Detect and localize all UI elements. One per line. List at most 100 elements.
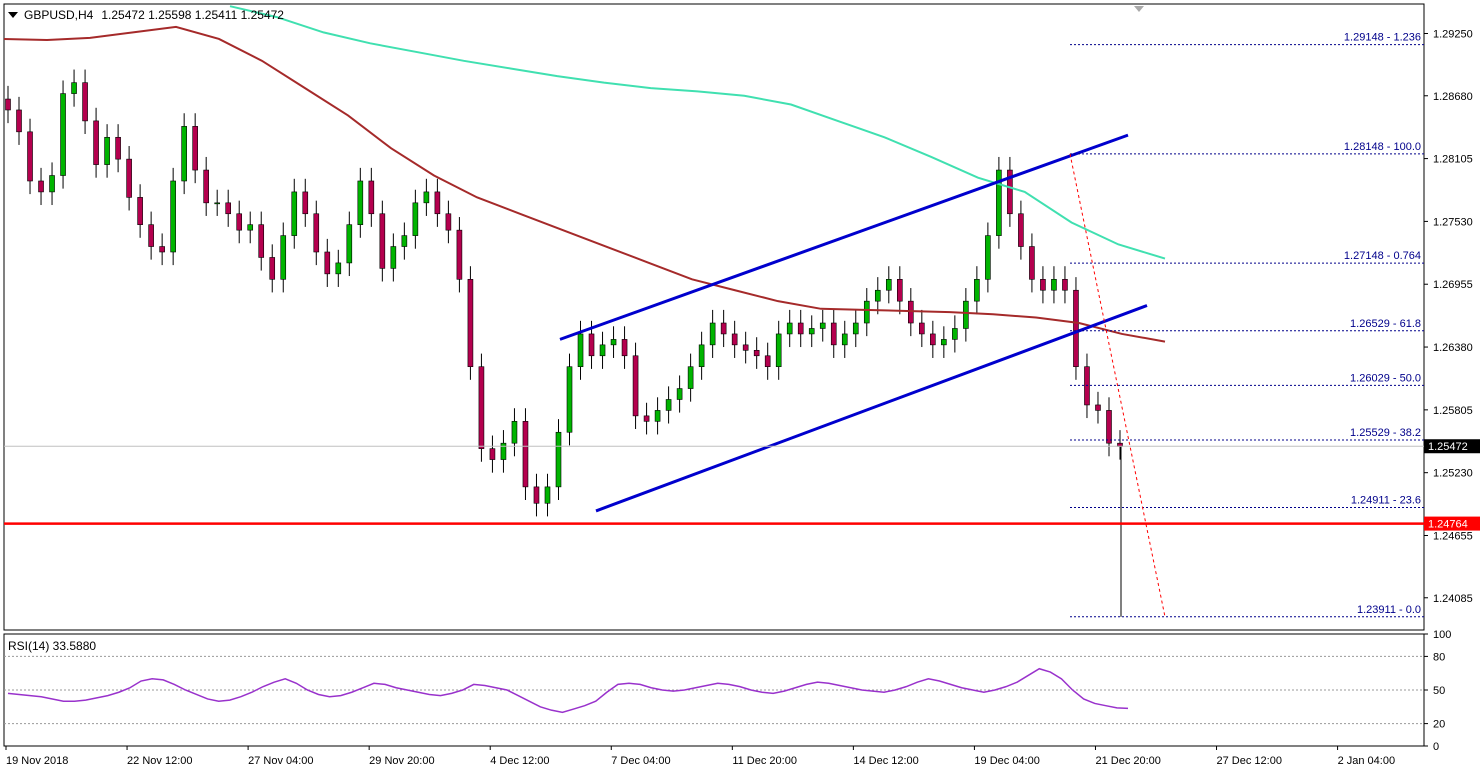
candle-body	[401, 235, 408, 247]
candle-body	[863, 300, 870, 324]
candle-body	[797, 322, 804, 335]
candle-body	[819, 322, 826, 329]
candle-body	[599, 344, 606, 357]
y-tick-label: 1.25230	[1433, 468, 1473, 480]
candle-body	[687, 366, 694, 389]
candle-body	[115, 136, 121, 160]
x-tick-label: 11 Dec 20:00	[732, 755, 797, 767]
candle-body	[533, 486, 540, 504]
candle-body	[5, 98, 11, 111]
candle-body	[1040, 279, 1046, 291]
candle-body	[291, 191, 298, 236]
candle-body	[368, 180, 375, 215]
fib-level-label: 1.23911 - 0.0	[1357, 604, 1421, 616]
candle-body	[434, 191, 441, 215]
y-tick-label: 1.24085	[1433, 593, 1473, 605]
candle-body	[214, 202, 220, 205]
candle-body	[555, 431, 562, 488]
candle-body	[1018, 213, 1024, 247]
candle-body	[775, 333, 782, 368]
candle-body	[522, 421, 529, 488]
candle-body	[930, 333, 936, 346]
candle-body	[588, 333, 595, 357]
candle-body	[632, 355, 639, 417]
x-tick-label: 29 Nov 20:00	[369, 755, 434, 767]
x-tick-label: 19 Dec 04:00	[974, 755, 1039, 767]
y-tick-label: 1.26955	[1433, 279, 1473, 291]
candle-body	[1051, 279, 1057, 291]
last-price-tag	[1424, 439, 1480, 454]
ohlc-values: 1.25472 1.25598 1.25411 1.25472	[101, 8, 284, 22]
candle-body	[159, 246, 165, 253]
candle-body	[1095, 404, 1101, 411]
candle-body	[456, 229, 463, 280]
candle-body	[71, 82, 77, 94]
candle-body	[379, 213, 386, 269]
candle-body	[577, 333, 584, 368]
fib-level-label: 1.28148 - 100.0	[1344, 141, 1421, 153]
candle-body	[676, 388, 683, 400]
candle-body	[841, 333, 848, 346]
x-tick-label: 4 Dec 12:00	[490, 755, 549, 767]
candle-body	[258, 224, 265, 258]
candle-body	[731, 333, 738, 346]
rsi-y-tick-label: 80	[1433, 651, 1445, 663]
rsi-y-tick-label: 20	[1433, 719, 1445, 731]
fib-trend-line	[1069, 153, 1166, 617]
candle-body	[236, 213, 243, 231]
rsi-y-tick-label: 100	[1433, 629, 1451, 641]
candle-body	[874, 289, 881, 302]
ma-fast-line	[3, 25, 1166, 343]
y-tick-label: 1.28105	[1433, 154, 1473, 166]
candle-body	[919, 322, 925, 335]
symbol-header[interactable]: GBPUSD,H4 1.25472 1.25598 1.25411 1.2547…	[8, 8, 284, 22]
candle-body	[1106, 410, 1112, 444]
candle-body	[764, 355, 771, 368]
candle-body	[654, 410, 661, 422]
candle-body	[104, 136, 110, 165]
candle-body	[181, 126, 187, 182]
candle-body	[808, 328, 815, 335]
candle-body	[1029, 246, 1035, 280]
candle-body	[38, 180, 44, 193]
candle-body	[467, 279, 474, 368]
candle-body	[511, 421, 518, 444]
x-tick-label: 14 Dec 12:00	[853, 755, 918, 767]
candle-body	[93, 120, 99, 165]
support-price-label: 1.24764	[1428, 519, 1468, 531]
candle-body	[1073, 289, 1079, 368]
candle-body	[16, 109, 22, 133]
candle-body	[1007, 169, 1013, 215]
rsi-y-tick-label: 0	[1433, 741, 1439, 753]
candle-body	[852, 322, 859, 335]
candle-body	[137, 197, 143, 225]
candle-body	[192, 126, 198, 171]
ma-slow-line	[229, 5, 1166, 260]
candle-body	[996, 169, 1002, 236]
fib-level-label: 1.26529 - 61.8	[1350, 318, 1421, 330]
rsi-header: RSI(14) 33.5880	[8, 639, 97, 653]
x-tick-label: 27 Dec 12:00	[1217, 755, 1282, 767]
candle-body	[941, 339, 947, 346]
price-panel	[3, 3, 1425, 631]
candle-body	[313, 213, 320, 253]
dropdown-arrow-icon[interactable]	[8, 12, 18, 18]
candle-body	[203, 169, 209, 204]
last-price-label: 1.25472	[1428, 441, 1468, 453]
y-tick-label: 1.26380	[1433, 342, 1473, 354]
candle-body	[346, 224, 353, 264]
candle-body	[885, 279, 892, 291]
candle-body	[148, 224, 154, 247]
candle-body	[566, 366, 573, 433]
candle-body	[643, 415, 650, 422]
candle-body	[742, 344, 749, 351]
fib-level-label: 1.26029 - 50.0	[1350, 372, 1421, 384]
candle-body	[544, 486, 551, 504]
chart-shift-icon[interactable]	[1134, 6, 1144, 12]
y-tick-label: 1.29250	[1433, 28, 1473, 40]
candle-body	[170, 180, 176, 253]
candle-body	[49, 175, 55, 193]
candle-body	[709, 322, 716, 346]
candle-body	[302, 191, 309, 215]
